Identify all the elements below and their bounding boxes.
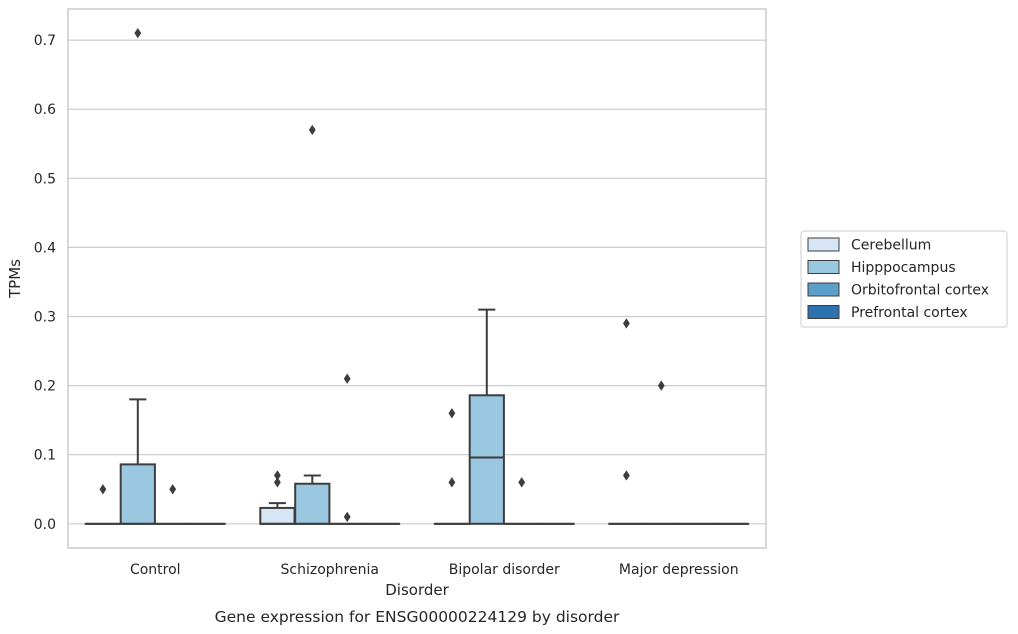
legend-label: Hipppocampus	[851, 260, 956, 276]
outlier-point	[657, 380, 665, 391]
outlier-point	[169, 484, 177, 495]
x-axis-label: Disorder	[385, 581, 449, 599]
y-tick-label: 0.1	[34, 448, 56, 464]
x-tick-label: Schizophrenia	[281, 562, 379, 578]
outlier-point	[343, 373, 351, 384]
legend-label: Orbitofrontal cortex	[851, 283, 989, 299]
outlier-point	[518, 477, 526, 488]
legend: Cerebellum Hipppocampus Orbitofrontal cort…	[800, 230, 1008, 328]
box	[259, 506, 296, 525]
y-tick-label: 0.0	[34, 517, 56, 533]
y-axis-ticks: 0.0 0.1 0.2 0.3 0.4 0.5 0.6 0.7	[34, 33, 56, 533]
legend-label: Cerebellum	[851, 238, 931, 254]
outlier-point	[99, 484, 107, 495]
x-tick-label: Control	[130, 562, 181, 578]
y-tick-label: 0.6	[34, 102, 56, 118]
y-tick-label: 0.7	[34, 33, 56, 49]
outlier-point	[274, 477, 281, 488]
legend-swatch	[807, 282, 840, 297]
outlier-point	[343, 511, 351, 523]
outlier-point	[623, 470, 630, 481]
box-series	[84, 27, 750, 525]
outlier-point	[448, 477, 456, 488]
outlier-point	[448, 408, 456, 419]
box	[119, 463, 156, 525]
y-tick-label: 0.4	[34, 240, 56, 256]
outlier-point	[308, 124, 316, 136]
legend-swatch	[807, 305, 840, 319]
legend-swatch	[807, 260, 840, 274]
box	[294, 482, 331, 525]
outlier-point	[134, 27, 142, 39]
y-tick-label: 0.5	[34, 171, 56, 187]
y-tick-label: 0.3	[34, 310, 56, 326]
y-axis-label: TPMs	[6, 259, 24, 299]
chart-caption: Gene expression for ENSG00000224129 by d…	[215, 608, 620, 626]
x-tick-label: Bipolar disorder	[449, 562, 560, 578]
x-tick-label: Major depression	[619, 562, 739, 578]
outlier-point	[623, 318, 630, 329]
y-tick-label: 0.2	[34, 379, 56, 395]
legend-frame	[800, 230, 1008, 328]
legend-swatch	[807, 237, 840, 252]
legend-label: Prefrontal cortex	[851, 305, 968, 321]
x-axis-ticks: Control Schizophrenia Bipolar disorder Majo…	[130, 562, 739, 578]
plot-area-frame	[67, 8, 767, 549]
outlier-point	[274, 470, 281, 481]
box	[468, 394, 505, 525]
